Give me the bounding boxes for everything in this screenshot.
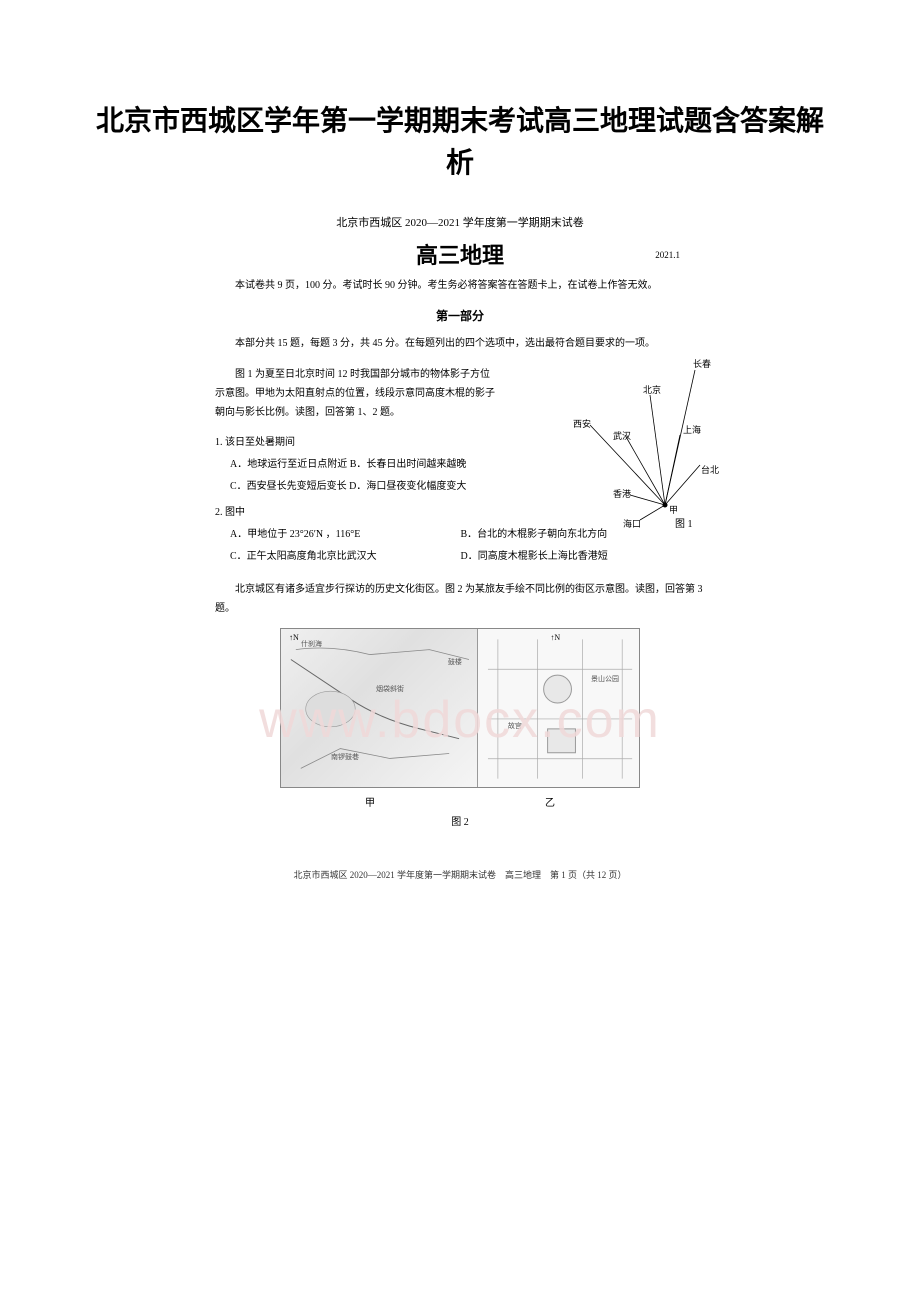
city-haikou: 海口: [623, 518, 641, 529]
context-1: 图 1 为夏至日北京时间 12 时我国部分城市的物体影子方位示意图。甲地为太阳直…: [215, 365, 495, 422]
exam-date: 2021.1: [655, 250, 680, 260]
point-jia: 甲: [669, 505, 678, 515]
figure-2-right-panel: ↑N 景山公园 故宫: [478, 629, 639, 787]
figure-2-right-label: 乙: [545, 794, 555, 809]
exam-header: 北京市西城区 2020—2021 学年度第一学期期末试卷: [200, 214, 720, 230]
figure-2-caption: 图 2: [280, 813, 640, 828]
figure-2-sublabels: 甲 乙: [280, 794, 640, 809]
landmark-label: 什刹海: [301, 639, 322, 649]
figure-2-left-label: 甲: [365, 794, 375, 809]
landmark-label: 南锣鼓巷: [331, 752, 359, 762]
document-page: 北京市西城区学年第一学期期末考试高三地理试题含答案解析 北京市西城区 2020—…: [0, 0, 920, 941]
landmark-label: 故宫: [508, 721, 522, 731]
figure-1: 长春 北京 西安 武汉 上海 台北 香港 海口 甲 图 1: [535, 355, 720, 540]
section-1-title: 第一部分: [200, 307, 720, 324]
city-beijing: 北京: [643, 384, 661, 395]
city-wuhan: 武汉: [613, 430, 631, 441]
q1-D: D．海口昼夜变化幅度变大: [349, 481, 466, 492]
q1-A: A．地球运行至近日点附近: [230, 459, 347, 470]
exam-instructions: 本试卷共 9 页，100 分。考试时长 90 分钟。考生务必将答案答在答题卡上，…: [200, 276, 720, 295]
city-shanghai: 上海: [683, 424, 701, 435]
question-block-1-2: 长春 北京 西安 武汉 上海 台北 香港 海口 甲 图 1 图 1 为夏至日北京…: [200, 365, 720, 618]
page-title: 北京市西城区学年第一学期期末考试高三地理试题含答案解析: [90, 100, 830, 184]
q2-C: C．正午太阳高度角北京比武汉大: [230, 546, 458, 568]
city-taibei: 台北: [701, 464, 719, 475]
city-changchun: 长春: [693, 358, 711, 369]
page-footer: 北京市西城区 2020—2021 学年度第一学期期末试卷 高三地理 第 1 页（…: [200, 868, 720, 881]
figure-1-caption: 图 1: [675, 518, 693, 530]
landmark-label: 鼓楼: [448, 657, 462, 667]
figure-2-image: ↑N 什刹海 烟袋斜街 鼓楼 南锣鼓巷 ↑N: [280, 628, 640, 788]
q1-B: B．长春日出时间越来越晚: [350, 459, 467, 470]
subject-label: 高三地理: [416, 238, 504, 270]
q2-D: D．同高度木棍影长上海比香港短: [461, 546, 689, 568]
landmark-label: 景山公园: [591, 674, 619, 684]
q1-C: C．西安昼长先变短后变长: [230, 481, 347, 492]
context-2: 北京城区有诸多适宜步行探访的历史文化街区。图 2 为某旅友手绘不同比例的街区示意…: [215, 580, 705, 618]
q2-A: A．甲地位于 23°26′N ，116°E: [230, 524, 458, 546]
exam-content: 北京市西城区 2020—2021 学年度第一学期期末试卷 高三地理 2021.1…: [200, 214, 720, 881]
q2-row2: C．正午太阳高度角北京比武汉大 D．同高度木棍影长上海比香港短: [215, 546, 705, 568]
subject-row: 高三地理 2021.1: [200, 238, 720, 266]
figure-2-left-panel: ↑N 什刹海 烟袋斜街 鼓楼 南锣鼓巷: [281, 629, 478, 787]
city-hongkong: 香港: [613, 488, 631, 499]
figure-2: ↑N 什刹海 烟袋斜街 鼓楼 南锣鼓巷 ↑N: [280, 628, 640, 828]
section-1-intro: 本部分共 15 题，每题 3 分，共 45 分。在每题列出的四个选项中，选出最符…: [200, 334, 720, 353]
city-xian: 西安: [573, 418, 591, 429]
landmark-label: 烟袋斜街: [376, 684, 404, 694]
